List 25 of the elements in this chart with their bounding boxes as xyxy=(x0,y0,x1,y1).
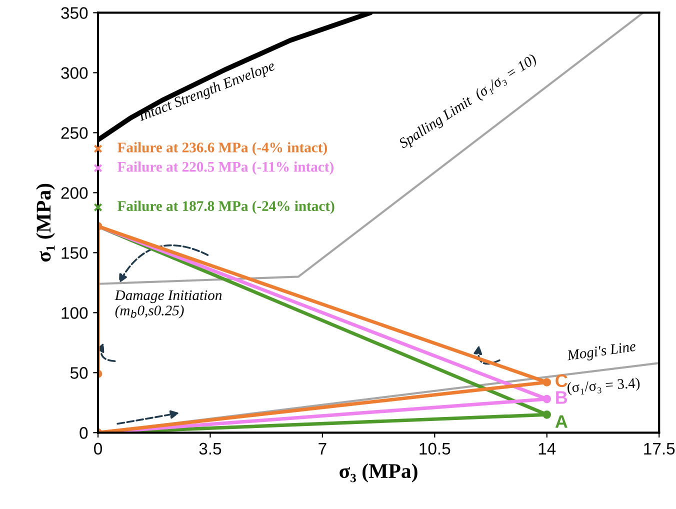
y-tick-label: 0 xyxy=(80,427,88,439)
y-tick-label: 250 xyxy=(61,127,88,139)
y-axis-title: σ₁ (MPa) xyxy=(36,184,55,262)
y-tick-label: 50 xyxy=(70,367,88,379)
annotation: Mogi's Line xyxy=(566,341,637,364)
annotation: Failure at 220.5 MPa (-11% intact) xyxy=(118,161,334,175)
series-label: B xyxy=(556,391,568,404)
x-tick-label: 7 xyxy=(318,442,326,454)
x-tick-label: 0 xyxy=(94,442,102,455)
y-tick-label: 350 xyxy=(61,7,88,19)
x-tick-label: 17.5 xyxy=(644,442,675,455)
series-label: C xyxy=(556,374,568,388)
x-tick-label: 3.5 xyxy=(199,442,222,455)
series-label: A xyxy=(555,415,568,428)
y-tick-label: 150 xyxy=(62,247,88,259)
annotation: Failure at 187.8 MPa (-24% intact) xyxy=(118,200,334,214)
y-tick-label: 100 xyxy=(62,307,88,319)
annotation: Damage Initiation (m$_{b}$0,s0.25) xyxy=(114,290,222,318)
x-tick-label: 14 xyxy=(538,442,556,454)
x-axis-title: σ₃ (MPa) xyxy=(340,463,418,482)
y-tick-label: 200 xyxy=(61,187,88,199)
annotation: Failure at 236.6 MPa (-4% intact) xyxy=(118,142,327,156)
y-tick-label: 300 xyxy=(61,67,88,79)
annotation: (σ₁/σ₃ = 3.4) xyxy=(567,377,640,396)
x-tick-label: 10.5 xyxy=(420,442,450,455)
